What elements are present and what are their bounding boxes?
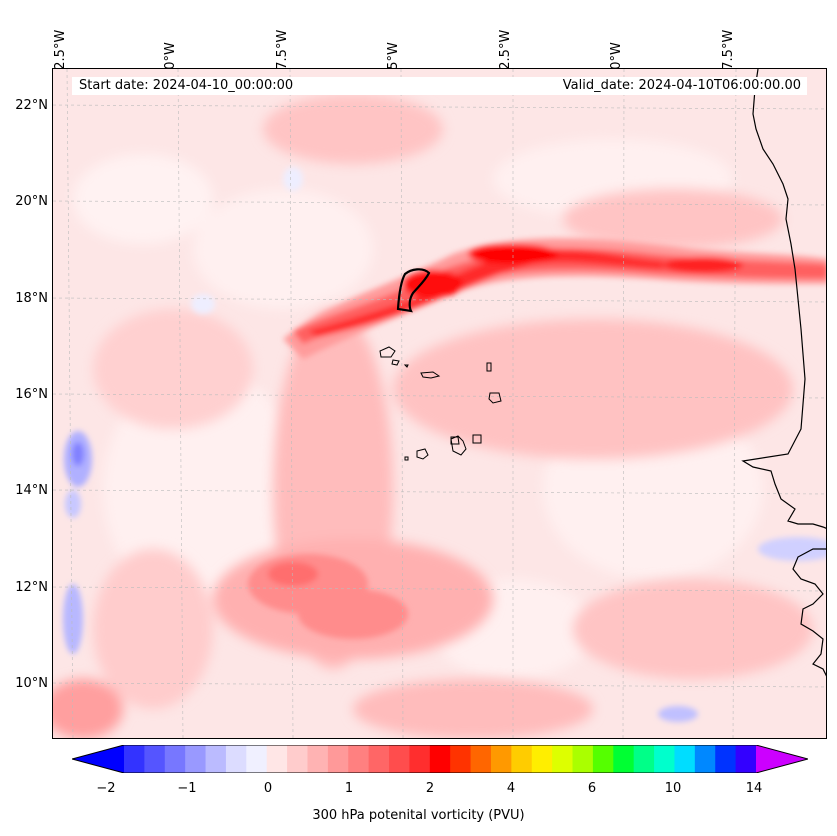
- cb-tick-label: 6: [587, 781, 597, 796]
- colorbar-segment: [225, 745, 247, 773]
- colorbar-segment: [613, 745, 635, 773]
- date-info-bar: Start date: 2024-04-10_00:00:00 Valid_da…: [72, 77, 807, 95]
- cb-tick-label: 0: [263, 781, 273, 796]
- colorbar-segment: [164, 745, 186, 773]
- pv-map: [52, 68, 827, 739]
- lat-label-18n: 18°N: [15, 291, 48, 306]
- cb-tick-label: 1: [344, 781, 354, 796]
- cb-tick-label: 14: [745, 781, 763, 796]
- cb-tick-label: 10: [664, 781, 682, 796]
- colorbar-segment: [450, 745, 472, 773]
- african-coastline: [741, 69, 826, 529]
- pv-moderate-regions: [53, 94, 813, 738]
- colorbar-segment: [185, 745, 207, 773]
- colorbar-segment: [246, 745, 268, 773]
- colorbar-segment: [348, 745, 370, 773]
- african-coastline-south: [792, 548, 826, 677]
- cb-tick-label: −2: [96, 781, 116, 796]
- colorbar-segment: [633, 745, 655, 773]
- lat-label-14n: 14°N: [15, 483, 48, 498]
- colorbar-segment: [124, 745, 145, 773]
- colorbar-segment: [674, 745, 696, 773]
- lat-label-12n: 12°N: [15, 580, 48, 595]
- colorbar-segment: [307, 745, 329, 773]
- colorbar-segment: [511, 745, 533, 773]
- pv-south-patch: [248, 554, 408, 639]
- colorbar-segment: [429, 745, 451, 773]
- colorbar-title: 300 hPa potenital vorticity (PVU): [312, 808, 525, 823]
- cape-verde-islands: [379, 346, 502, 461]
- colorbar-extend-min: [72, 745, 124, 773]
- colorbar-segment: [654, 745, 675, 773]
- colorbar-segment: [287, 745, 308, 773]
- colorbar-segment: [327, 745, 349, 773]
- start-date-text: Start date: 2024-04-10_00:00:00: [79, 78, 294, 93]
- colorbar-segment: [572, 745, 594, 773]
- pv-negative-patches: [63, 167, 826, 722]
- colorbar-segment: [368, 745, 390, 773]
- pv-jet-band: [283, 238, 826, 359]
- graticule: [53, 69, 826, 738]
- cb-tick-label: 4: [506, 781, 516, 796]
- lat-label-22n: 22°N: [15, 98, 48, 113]
- colorbar-segment: [531, 745, 553, 773]
- cb-tick-label: 2: [425, 781, 435, 796]
- colorbar-segment: [409, 745, 431, 773]
- colorbar-segment: [470, 745, 492, 773]
- cb-tick-label: −1: [177, 781, 197, 796]
- pv-2pvu-contour: [396, 268, 431, 313]
- colorbar-segment: [490, 745, 512, 773]
- colorbar-segment: [144, 745, 166, 773]
- pv-field-svg: [53, 69, 826, 738]
- colorbar-segment: [715, 745, 737, 773]
- colorbar-segment: [735, 745, 757, 773]
- valid-date-text: Valid_date: 2024-04-10T06:00:00.00: [562, 78, 801, 93]
- colorbar-segment: [205, 745, 227, 773]
- colorbar-segment: [389, 745, 410, 773]
- colorbar-segment: [266, 745, 288, 773]
- lat-label-10n: 10°N: [15, 676, 48, 691]
- lat-label-16n: 16°N: [15, 387, 48, 402]
- colorbar: [72, 745, 808, 773]
- colorbar-segment: [694, 745, 716, 773]
- colorbar-extend-max: [756, 745, 808, 773]
- colorbar-segment: [592, 745, 614, 773]
- lat-label-20n: 20°N: [15, 194, 48, 209]
- colorbar-segment: [552, 745, 574, 773]
